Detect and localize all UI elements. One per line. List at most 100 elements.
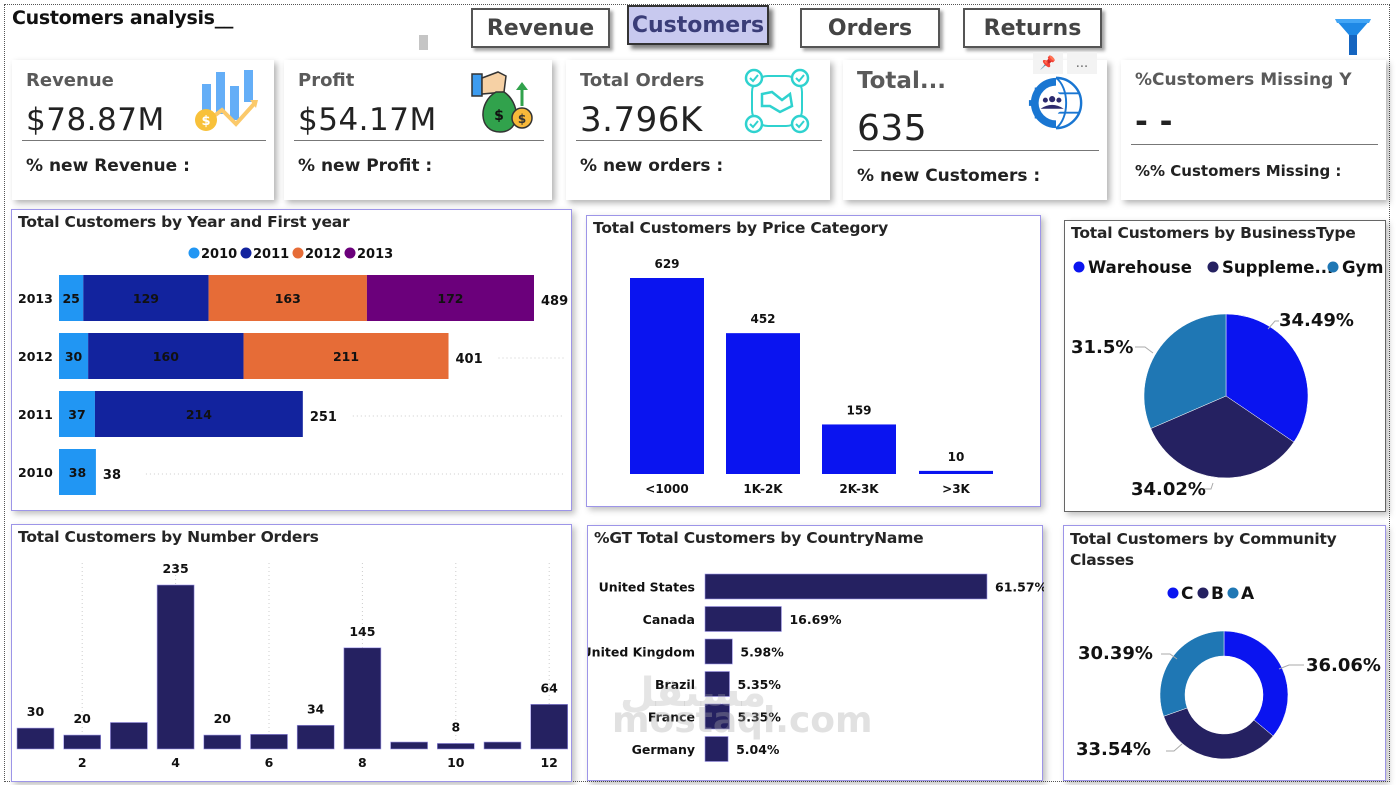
axis-tick-label: 4 bbox=[171, 755, 180, 770]
chart-title: Total Customers by Price Category bbox=[593, 219, 889, 237]
chart-card-country[interactable]: %GT Total Customers by CountryName Unite… bbox=[587, 525, 1044, 781]
bar bbox=[250, 734, 288, 750]
chart-card-year-first-year[interactable]: Total Customers by Year and First year 2… bbox=[11, 209, 572, 511]
bar-segment bbox=[208, 275, 367, 321]
svg-text:$: $ bbox=[518, 112, 526, 126]
nav-button-orders[interactable]: Orders bbox=[800, 8, 940, 48]
legend-label: Suppleme... bbox=[1222, 258, 1333, 277]
data-label: 20 bbox=[214, 711, 232, 726]
nav-button-customers[interactable]: Customers bbox=[627, 5, 769, 45]
axis-label: 1K-2K bbox=[743, 482, 783, 496]
pie-slice bbox=[1143, 313, 1227, 429]
chart-card-number-orders[interactable]: Total Customers by Number Orders 30 20 235… bbox=[11, 524, 572, 782]
svg-text:$: $ bbox=[201, 114, 210, 129]
report-canvas bbox=[4, 4, 1390, 782]
bar bbox=[704, 638, 733, 665]
kpi-card-profit[interactable]: Profit $54.17M % new Profit : $ $ bbox=[284, 60, 552, 200]
bar-segment bbox=[59, 333, 89, 379]
kpi-card-total-orders[interactable]: Total Orders 3.796K % new orders : bbox=[566, 60, 830, 200]
axis-tick-label: 2 bbox=[78, 755, 87, 770]
chart-title: Total Customers by Year and First year bbox=[18, 213, 350, 231]
data-label: 36.06% bbox=[1306, 655, 1381, 676]
data-label: 211 bbox=[333, 349, 359, 364]
pie-slice bbox=[1225, 313, 1309, 443]
data-label: 64 bbox=[540, 680, 558, 695]
bar bbox=[630, 278, 704, 474]
data-label: 129 bbox=[133, 291, 159, 306]
pie-slice bbox=[1159, 630, 1225, 717]
chart-title: Total Customers by BusinessType bbox=[1071, 224, 1356, 242]
kpi-card-total-customers[interactable]: 📌 ... Total... 635 % new Customers : bbox=[843, 52, 1107, 200]
donut-chart-community: C B A 36.06% 33.54% 30.39% bbox=[1076, 584, 1381, 760]
scrollbar-stub[interactable] bbox=[419, 35, 428, 50]
kpi-value: $78.87M bbox=[26, 102, 165, 138]
data-label: 5.35% bbox=[738, 677, 782, 692]
data-label: 25 bbox=[62, 291, 79, 306]
bar bbox=[704, 606, 782, 632]
legend-label-2013: 2013 bbox=[357, 247, 393, 262]
legend-marker-2012 bbox=[292, 247, 304, 259]
legend-marker bbox=[1227, 587, 1239, 599]
legend-label-2012: 2012 bbox=[305, 247, 341, 262]
bar bbox=[704, 736, 729, 762]
data-label: 172 bbox=[437, 291, 463, 306]
money-bag-icon: $ $ bbox=[471, 71, 533, 133]
more-options-icon[interactable]: ... bbox=[1067, 52, 1097, 74]
data-label: 5.98% bbox=[740, 645, 784, 660]
kpi-subtitle: % new Customers : bbox=[857, 166, 1041, 186]
page-title: Customers analysis__ bbox=[12, 7, 234, 29]
axis-label-2011: 2011 bbox=[18, 407, 53, 422]
data-label: 37 bbox=[68, 407, 85, 422]
bar bbox=[390, 741, 428, 750]
divider bbox=[576, 140, 822, 141]
kpi-card-customers-missing[interactable]: %Customers Missing Y - - %% Customers Mi… bbox=[1121, 60, 1386, 200]
bar bbox=[726, 333, 800, 474]
pin-icon[interactable]: 📌 bbox=[1033, 52, 1063, 74]
legend-marker-2013 bbox=[344, 247, 356, 259]
chart-card-price-category[interactable]: Total Customers by Price Category 629 <10… bbox=[586, 215, 1041, 507]
bar bbox=[63, 734, 102, 750]
pie-slice bbox=[1163, 707, 1274, 760]
kpi-subtitle: % new Revenue : bbox=[26, 156, 190, 176]
total-label: 251 bbox=[310, 410, 337, 425]
axis-tick-label: 12 bbox=[540, 755, 557, 770]
bar-chart-country: United States 61.57% Canada 16.69% United Ki… bbox=[588, 573, 1044, 762]
chart-title: Total Customers by Community Classes bbox=[1070, 530, 1337, 569]
divider bbox=[1131, 144, 1378, 145]
kpi-value: $54.17M bbox=[298, 102, 437, 138]
data-label: 30.39% bbox=[1078, 643, 1153, 664]
handshake-check-icon bbox=[744, 68, 810, 134]
bar-segment bbox=[94, 391, 303, 437]
legend-label-2011: 2011 bbox=[253, 247, 289, 262]
axis-label: France bbox=[648, 710, 695, 725]
kpi-value: 635 bbox=[857, 108, 928, 149]
data-label: 214 bbox=[186, 407, 212, 422]
kpi-value: 3.796K bbox=[580, 100, 703, 140]
chart-card-business-type[interactable]: Total Customers by BusinessType Warehous… bbox=[1064, 220, 1386, 512]
nav-button-revenue[interactable]: Revenue bbox=[471, 8, 610, 48]
legend-label: B bbox=[1211, 584, 1224, 604]
axis-label: 2K-3K bbox=[839, 482, 879, 496]
leader-line bbox=[1278, 664, 1304, 670]
kpi-card-revenue[interactable]: Revenue $78.87M % new Revenue : $ bbox=[12, 60, 274, 200]
divider bbox=[22, 140, 266, 141]
legend-label: A bbox=[1241, 584, 1255, 604]
bar bbox=[296, 724, 335, 750]
data-label: 160 bbox=[153, 349, 179, 364]
svg-text:$: $ bbox=[494, 108, 504, 124]
bar-segment bbox=[83, 275, 209, 321]
legend-marker bbox=[1073, 261, 1085, 273]
bar bbox=[483, 741, 522, 750]
pie-slice bbox=[1223, 630, 1289, 737]
nav-button-returns[interactable]: Returns bbox=[963, 8, 1102, 48]
data-label: 5.35% bbox=[738, 710, 782, 725]
total-label: 401 bbox=[456, 352, 483, 367]
data-label: 10 bbox=[948, 450, 965, 464]
bar bbox=[822, 424, 896, 474]
bar bbox=[343, 647, 382, 750]
column-chart-price: 629 <1000 452 1K-2K 159 2K-3K 10 >3K bbox=[630, 257, 993, 496]
data-label: 34.02% bbox=[1131, 479, 1206, 500]
kpi-title: %Customers Missing Y bbox=[1135, 70, 1352, 90]
filter-funnel-icon[interactable] bbox=[1333, 17, 1373, 57]
